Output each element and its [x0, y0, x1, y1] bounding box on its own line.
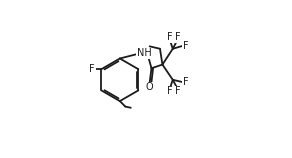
Text: O: O — [146, 82, 154, 92]
Text: F: F — [183, 77, 188, 87]
Text: F: F — [175, 86, 181, 96]
Text: NH: NH — [137, 48, 152, 58]
Text: F: F — [166, 86, 172, 96]
Text: F: F — [89, 64, 95, 74]
Text: F: F — [166, 32, 172, 42]
Text: F: F — [175, 32, 181, 42]
Text: F: F — [183, 41, 188, 51]
